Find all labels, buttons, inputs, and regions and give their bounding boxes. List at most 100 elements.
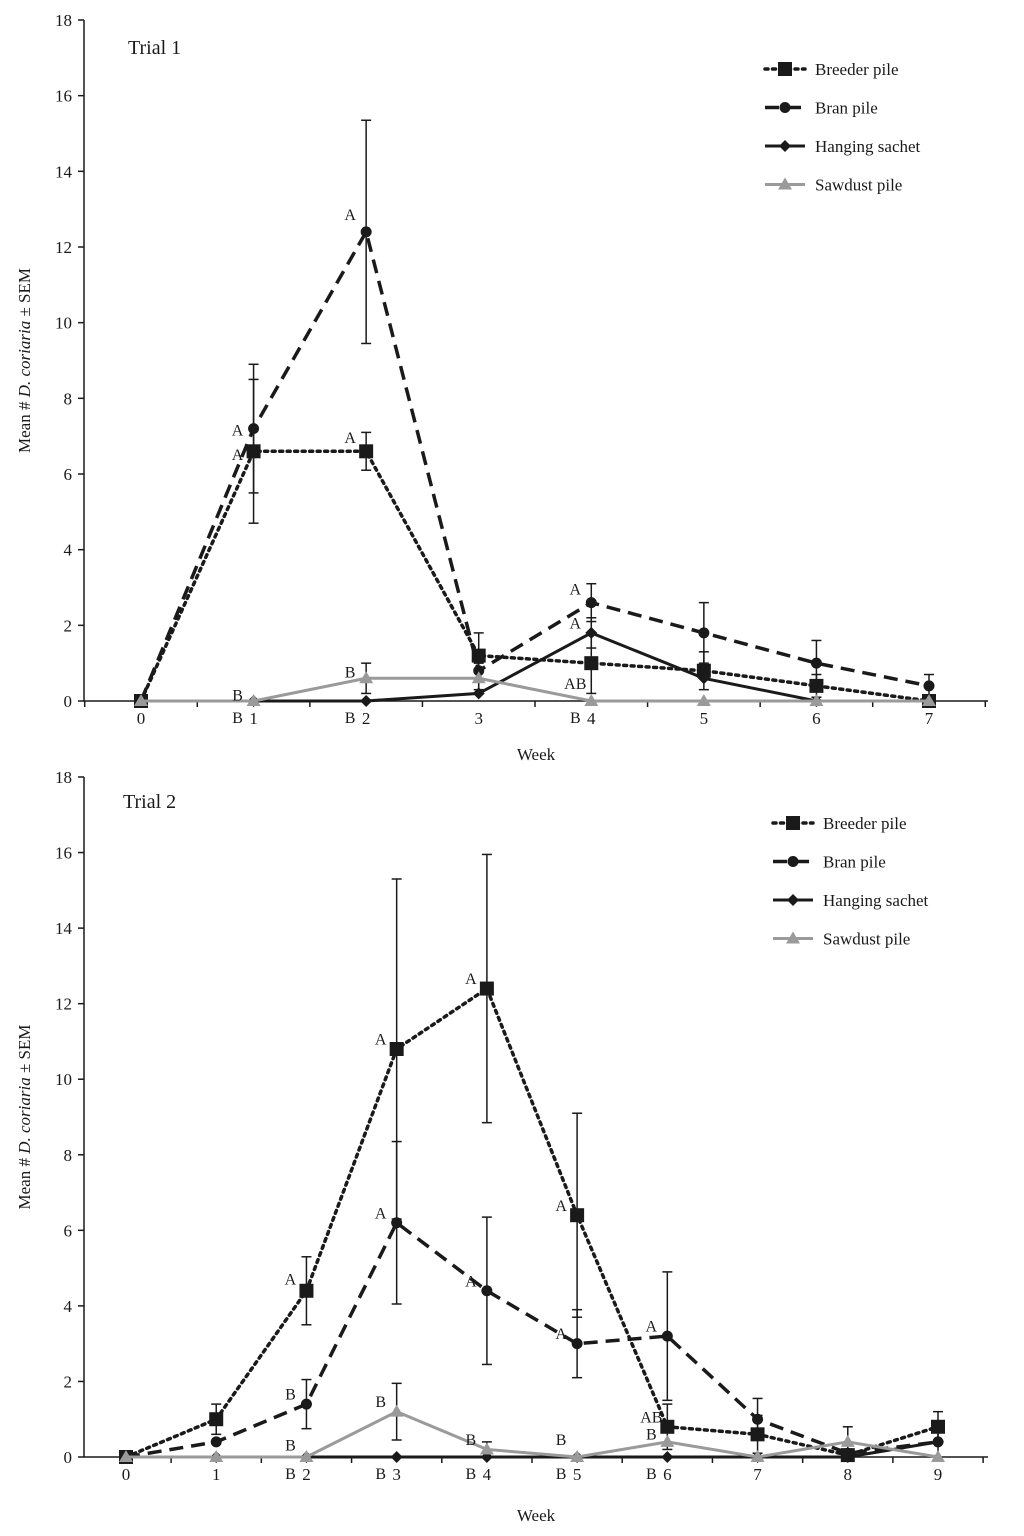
data-point xyxy=(809,694,824,706)
significance-letter: B xyxy=(466,1432,477,1449)
y-tick-label: 10 xyxy=(55,314,72,333)
data-point xyxy=(698,627,710,639)
significance-letter: B xyxy=(556,1466,567,1483)
legend-label: Hanging sachet xyxy=(823,891,929,910)
x-tick-label: 5 xyxy=(700,709,709,728)
series-line xyxy=(126,1410,939,1459)
data-point xyxy=(840,1434,855,1447)
significance-letter: A xyxy=(232,447,244,464)
data-point xyxy=(210,1436,222,1448)
y-tick-label: 0 xyxy=(64,1448,73,1467)
series-line xyxy=(139,227,930,702)
series-breeder-pile xyxy=(119,853,945,1464)
data-point xyxy=(246,694,261,706)
data-point xyxy=(584,694,599,706)
significance-letter: B xyxy=(285,1466,296,1483)
significance-letter: A xyxy=(232,422,244,439)
y-tick-label: 12 xyxy=(55,238,72,257)
legend-marker xyxy=(787,856,799,867)
x-tick-label: 0 xyxy=(122,1465,131,1484)
legend-label: Bran pile xyxy=(815,99,878,118)
x-tick-label: 0 xyxy=(137,709,146,728)
x-tick-label: 6 xyxy=(663,1465,672,1484)
y-tick-label: 14 xyxy=(55,919,73,938)
x-tick-label: 9 xyxy=(934,1465,943,1484)
y-tick-label: 12 xyxy=(55,995,72,1014)
y-tick-label: 6 xyxy=(64,1221,73,1240)
y-tick-label: 10 xyxy=(55,1070,72,1089)
data-point xyxy=(922,694,936,706)
data-point xyxy=(750,1450,765,1462)
panel-title: Trial 1 xyxy=(128,37,181,59)
legend-label: Bran pile xyxy=(823,853,886,872)
series-bran-pile xyxy=(120,1140,944,1463)
significance-letter: B xyxy=(232,710,243,727)
significance-letter: A xyxy=(465,1273,477,1290)
data-point xyxy=(661,1451,674,1463)
data-point xyxy=(570,1450,585,1462)
y-tick-label: 16 xyxy=(55,87,72,106)
series-bran-pile xyxy=(135,119,935,707)
x-tick-label: 2 xyxy=(302,1465,311,1484)
y-tick-label: 6 xyxy=(64,465,73,484)
significance-letter: A xyxy=(570,615,582,632)
legend-marker xyxy=(787,894,799,906)
x-tick-label: 8 xyxy=(844,1465,853,1484)
x-tick-label: 1 xyxy=(249,709,258,728)
significance-letter: B xyxy=(646,1426,657,1443)
data-point xyxy=(810,657,822,669)
y-tick-label: 16 xyxy=(55,844,72,863)
data-point xyxy=(479,1442,494,1455)
data-point xyxy=(661,1330,673,1342)
significance-letter: A xyxy=(570,581,582,598)
legend-label: Hanging sachet xyxy=(815,137,921,156)
data-point xyxy=(134,694,148,706)
data-point xyxy=(479,981,494,996)
data-point xyxy=(660,1419,675,1434)
y-tick-label: 0 xyxy=(64,692,73,711)
legend: Breeder pile Bran pile Hanging sachet Sawdu… xyxy=(771,814,929,949)
data-point xyxy=(697,672,710,685)
data-point xyxy=(391,1217,403,1229)
significance-letter: B xyxy=(646,1466,657,1483)
legend-label: Sawdust pile xyxy=(823,930,910,949)
data-point xyxy=(585,626,598,639)
y-tick-label: 8 xyxy=(64,1146,73,1165)
data-point xyxy=(360,695,373,707)
x-tick-label: 2 xyxy=(362,709,371,728)
x-tick-label: 7 xyxy=(753,1465,762,1484)
x-tick-label: 1 xyxy=(212,1465,221,1484)
series-line xyxy=(125,1220,939,1459)
significance-letter: B xyxy=(466,1466,477,1483)
y-tick-label: 2 xyxy=(64,1372,73,1391)
series-line xyxy=(141,631,929,703)
significance-letter: B xyxy=(285,1438,296,1455)
significance-letter: AB xyxy=(564,676,586,693)
data-point xyxy=(359,444,374,459)
data-point xyxy=(932,1435,944,1448)
data-point xyxy=(389,1042,404,1056)
x-tick-label: 7 xyxy=(925,709,934,728)
data-point xyxy=(752,1413,764,1425)
significance-letter: A xyxy=(344,207,356,224)
data-point xyxy=(389,1404,404,1417)
data-point xyxy=(584,656,599,671)
data-point xyxy=(585,597,597,609)
significance-letter: A xyxy=(285,1271,297,1288)
data-point xyxy=(119,1450,133,1462)
legend-marker xyxy=(786,816,800,830)
significance-letter: A xyxy=(344,430,356,447)
y-axis-title: Mean # D. coriaria ± SEM xyxy=(15,268,34,453)
x-tick-label: 5 xyxy=(573,1465,582,1484)
data-point xyxy=(570,1208,585,1223)
significance-letter: AB xyxy=(640,1409,662,1426)
legend-marker xyxy=(779,102,791,113)
data-point xyxy=(300,1398,312,1410)
y-tick-label: 18 xyxy=(55,11,72,30)
x-tick-label: 3 xyxy=(392,1465,401,1484)
significance-letter: A xyxy=(465,971,477,988)
legend: Breeder pile Bran pile Hanging sachet Sawdu… xyxy=(763,60,921,195)
y-tick-label: 18 xyxy=(55,768,72,787)
legend-label: Breeder pile xyxy=(815,60,899,79)
